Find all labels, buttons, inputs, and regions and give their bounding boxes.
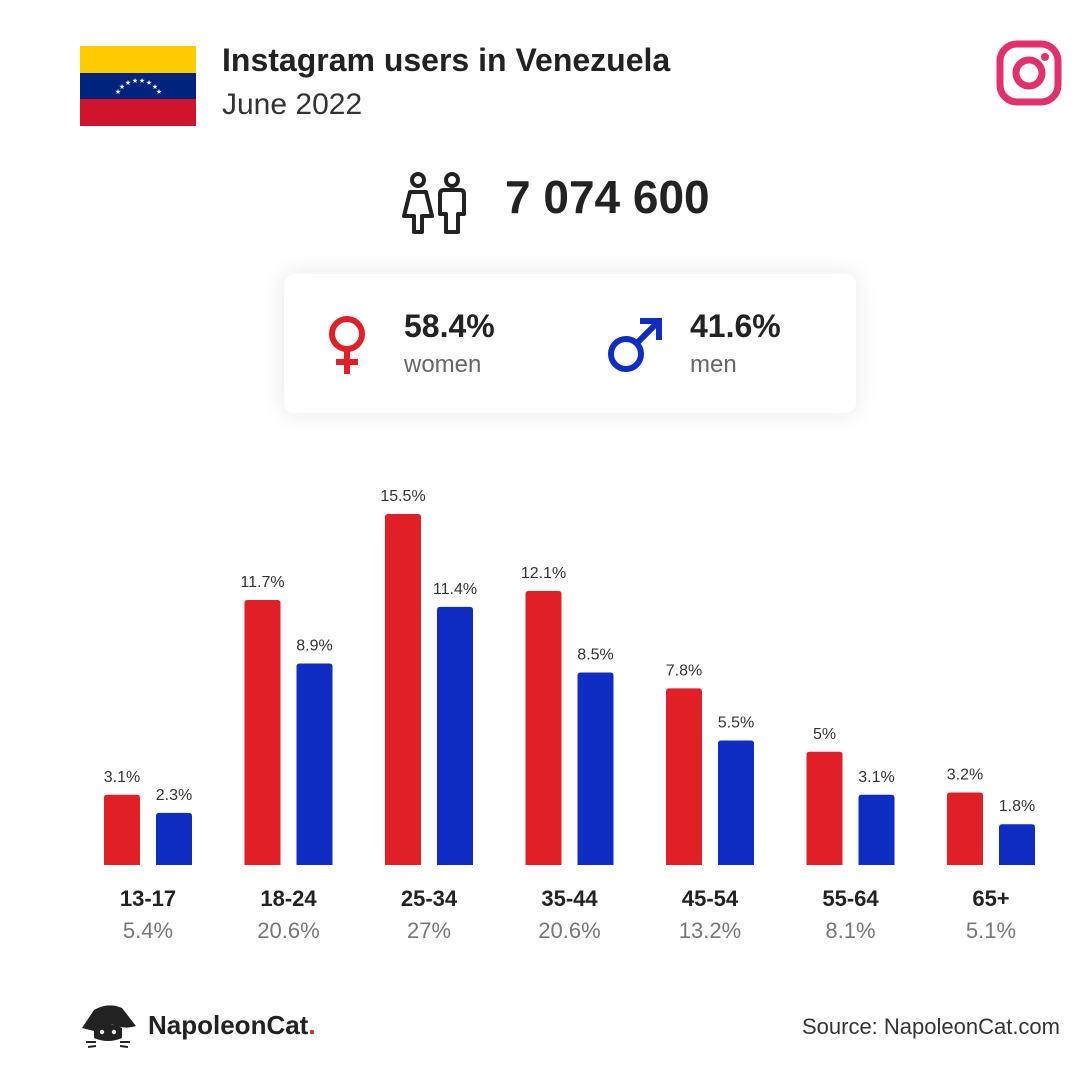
data-label: 12.1% bbox=[521, 565, 566, 582]
bar-women bbox=[104, 794, 140, 865]
bar-men bbox=[156, 812, 192, 865]
bar-women bbox=[385, 514, 421, 865]
data-label: 15.5% bbox=[380, 488, 425, 505]
data-label: 5.5% bbox=[718, 714, 754, 731]
age-gender-bar-chart: 3.1% 2.3% 13-17 5.4% 11.7% 8.9% 18-24 20.6% 15.5… bbox=[104, 488, 1035, 943]
data-label: 1.8% bbox=[999, 798, 1035, 815]
data-label: 11.4% bbox=[433, 581, 477, 598]
bar-women bbox=[666, 688, 702, 865]
source-note: Source: NapoleonCat.com bbox=[801, 1014, 1060, 1039]
x-tick-label: 18-24 bbox=[260, 886, 317, 911]
svg-text:★: ★ bbox=[146, 79, 152, 87]
napoleoncat-logo-icon bbox=[82, 1005, 136, 1048]
data-label: 8.9% bbox=[296, 637, 332, 654]
data-label: 7.8% bbox=[666, 662, 702, 679]
male-symbol-icon bbox=[608, 318, 662, 372]
category-total-label: 20.6% bbox=[538, 918, 600, 943]
data-label: 5% bbox=[813, 726, 836, 743]
bar-men bbox=[296, 663, 333, 865]
svg-text:★: ★ bbox=[139, 77, 145, 85]
bar-women bbox=[806, 751, 843, 865]
data-label: 11.7% bbox=[240, 574, 284, 591]
category-total-label: 5.1% bbox=[966, 918, 1016, 943]
bar-men bbox=[577, 672, 614, 865]
x-tick-label: 45-54 bbox=[682, 886, 739, 911]
x-tick-label: 35-44 bbox=[541, 886, 598, 911]
female-symbol-icon bbox=[329, 316, 365, 374]
brand-name: NapoleonCat. bbox=[148, 1010, 316, 1040]
svg-text:★: ★ bbox=[152, 83, 158, 91]
data-label: 3.1% bbox=[104, 769, 140, 786]
bar-women bbox=[244, 600, 281, 865]
women-label: women bbox=[404, 351, 482, 378]
data-label: 8.5% bbox=[577, 647, 613, 664]
category-total-label: 27% bbox=[407, 918, 451, 943]
category-total-label: 13.2% bbox=[679, 918, 741, 943]
page-title: Instagram users in Venezuela bbox=[222, 42, 671, 78]
page-subtitle: June 2022 bbox=[222, 88, 363, 121]
svg-text:★: ★ bbox=[156, 88, 162, 96]
bar-men bbox=[999, 824, 1035, 865]
bar-men bbox=[718, 740, 754, 865]
x-tick-label: 25-34 bbox=[401, 886, 458, 911]
bar-women bbox=[947, 792, 983, 865]
men-label: men bbox=[690, 351, 737, 378]
data-label: 3.1% bbox=[858, 769, 894, 786]
instagram-logo-icon bbox=[996, 40, 1062, 106]
svg-text:★: ★ bbox=[132, 77, 138, 85]
category-total-label: 20.6% bbox=[257, 918, 319, 943]
x-tick-label: 55-64 bbox=[822, 886, 879, 911]
x-tick-label: 65+ bbox=[972, 886, 1009, 911]
svg-text:★: ★ bbox=[125, 79, 131, 87]
category-total-label: 5.4% bbox=[123, 918, 173, 943]
x-tick-label: 13-17 bbox=[120, 886, 176, 911]
svg-text:★: ★ bbox=[119, 83, 125, 91]
data-label: 3.2% bbox=[947, 767, 983, 784]
men-percentage: 41.6% bbox=[690, 308, 781, 344]
total-users: 7 074 600 bbox=[505, 171, 710, 223]
gender-split-card: 58.4% women 41.6% men bbox=[284, 274, 856, 413]
bar-men bbox=[437, 606, 473, 865]
data-label: 2.3% bbox=[156, 787, 192, 804]
bar-women bbox=[525, 590, 562, 865]
category-total-label: 8.1% bbox=[825, 918, 875, 943]
venezuela-flag-icon: ★★ ★ ★ ★ ★ ★★ bbox=[80, 46, 196, 126]
users-icon bbox=[402, 172, 466, 234]
svg-text:★: ★ bbox=[115, 88, 121, 96]
bar-men bbox=[858, 794, 895, 865]
women-percentage: 58.4% bbox=[404, 308, 495, 344]
